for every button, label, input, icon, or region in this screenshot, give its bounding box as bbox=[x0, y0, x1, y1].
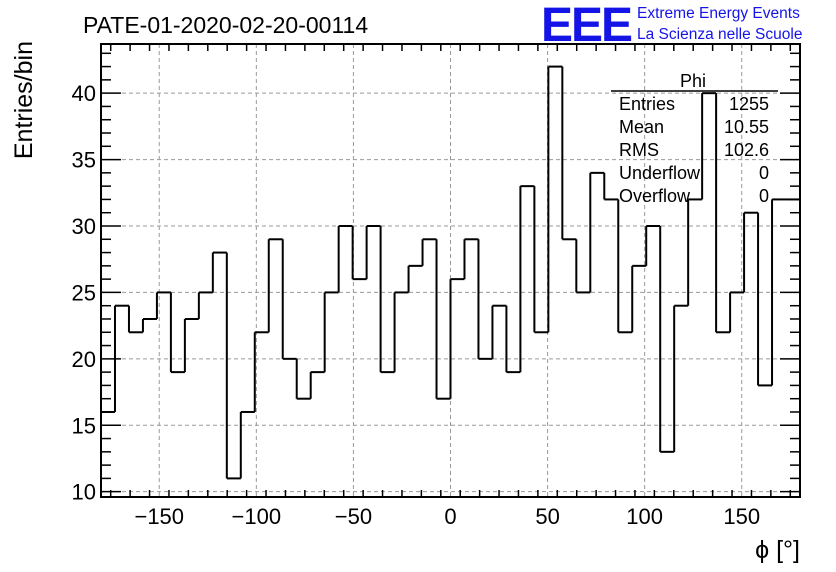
x-tick-label: 150 bbox=[723, 504, 760, 529]
x-tick-label: −100 bbox=[232, 504, 282, 529]
stats-row-label: Underflow bbox=[619, 163, 701, 183]
grid-lines bbox=[101, 44, 800, 497]
stats-row-label: RMS bbox=[619, 140, 659, 160]
x-tick-label: −50 bbox=[335, 504, 372, 529]
y-tick-label: 20 bbox=[72, 347, 96, 372]
y-tick-label: 10 bbox=[72, 480, 96, 505]
stats-box: Phi Entries 1255 Mean 10.55 RMS 102.6 Underflo… bbox=[611, 71, 778, 206]
x-tick-label: 50 bbox=[535, 504, 559, 529]
logo-line-1: Extreme Energy Events bbox=[637, 5, 800, 22]
stats-row-value: 10.55 bbox=[724, 117, 769, 137]
y-tick-labels: 10 15 20 25 30 35 40 bbox=[72, 81, 96, 505]
stats-row-value: 0 bbox=[759, 163, 769, 183]
x-tick-label: 100 bbox=[626, 504, 663, 529]
stats-row-label: Mean bbox=[619, 117, 664, 137]
plot-frame bbox=[100, 43, 801, 498]
stats-row-label: Entries bbox=[619, 94, 675, 114]
logo-line-2: La Scienza nelle Scuole bbox=[637, 26, 802, 43]
axis-ticks bbox=[101, 44, 800, 497]
histogram-bars bbox=[100, 65, 800, 497]
y-axis-label: Entries/bin bbox=[10, 41, 38, 159]
stats-box-title: Phi bbox=[680, 71, 706, 91]
x-tick-label: 0 bbox=[444, 504, 456, 529]
y-tick-label: 35 bbox=[72, 148, 96, 173]
y-tick-label: 15 bbox=[72, 413, 96, 438]
stats-row-value: 102.6 bbox=[724, 140, 769, 160]
chart-title: PATE-01-2020-02-20-00114 bbox=[83, 12, 368, 38]
stats-row-label: Overflow bbox=[619, 186, 691, 206]
y-tick-label: 25 bbox=[72, 280, 96, 305]
y-tick-label: 40 bbox=[72, 81, 96, 106]
y-tick-label: 30 bbox=[72, 214, 96, 239]
x-tick-label: −150 bbox=[134, 504, 184, 529]
stats-row-value: 0 bbox=[759, 186, 769, 206]
x-tick-labels: −150 −100 −50 0 50 100 150 bbox=[134, 504, 760, 529]
x-axis-label: ϕ [°] bbox=[755, 536, 800, 564]
stats-row-value: 1255 bbox=[729, 94, 769, 114]
